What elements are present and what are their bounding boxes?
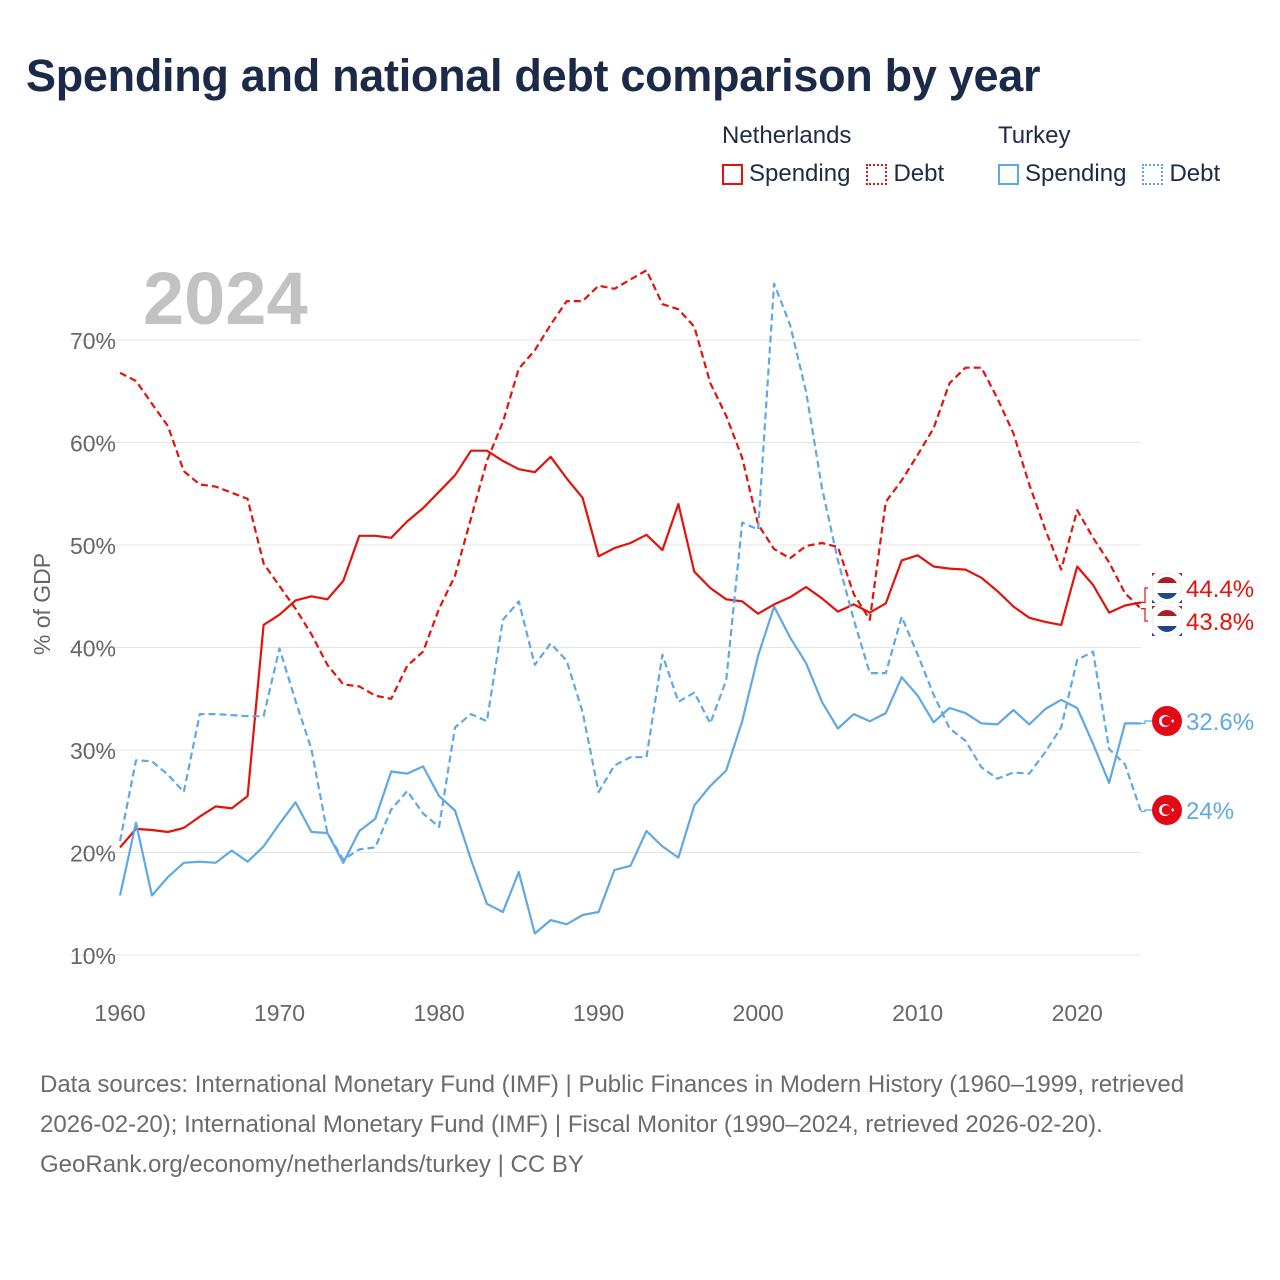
y-axis-label: % of GDP [29,553,55,655]
legend-netherlands: Netherlands Spending Debt [722,122,960,188]
end-value-label: 44.4% [1186,576,1254,603]
series-line-turkey-spending [118,605,1141,935]
end-value-label: 32.6% [1186,709,1254,736]
data-sources: Data sources: International Monetary Fun… [40,1071,1185,1138]
netherlands-flag-icon [1152,573,1182,583]
legend-tr-debt[interactable]: Debt [1142,160,1220,188]
footer: Data sources: International Monetary Fun… [40,1065,1240,1185]
x-tick-label: 2020 [1052,1000,1103,1026]
chart-title: Spending and national debt comparison by… [26,50,1041,101]
legend-nl-spending[interactable]: Spending [722,160,850,188]
solid-line-swatch-icon [722,163,743,185]
legend-tr-spending[interactable]: Spending [998,160,1126,188]
turkey-flag-icon [1161,805,1172,815]
y-tick-label: 70% [70,328,116,354]
legend-label: Spending [1025,160,1127,187]
series-line-turkey-debt [118,282,1143,861]
turkey-flag-icon [1171,808,1174,812]
end-label-connector [1141,720,1153,725]
legend-country-netherlands: Netherlands [722,122,852,149]
x-tick-label: 2000 [733,1000,784,1026]
legend-label: Spending [749,160,851,187]
turkey-flag-icon [1171,719,1174,723]
x-tick-label: 1990 [573,1000,624,1026]
year-watermark: 2024 [143,257,308,340]
x-tick-label: 1980 [413,1000,464,1026]
netherlands-flag-icon [1152,583,1182,593]
legend-label: Debt [893,160,945,187]
netherlands-flag-icon [1152,606,1182,636]
y-tick-label: 50% [70,533,116,559]
x-tick-label: 2010 [892,1000,943,1026]
legend-country-turkey: Turkey [998,122,1071,149]
end-value-label: 24% [1186,798,1234,825]
series-line-netherlands-spending [119,449,1142,849]
end-value-label: 43.8% [1186,609,1254,636]
x-tick-label: 1960 [94,1000,145,1026]
netherlands-flag-icon [1148,602,1186,640]
netherlands-flag-icon [1152,626,1182,636]
y-tick-label: 20% [70,841,116,867]
legend-nl-debt[interactable]: Debt [866,160,944,188]
dotted-line-swatch-icon [866,163,888,185]
solid-line-swatch-icon [998,163,1019,185]
end-label-connector [1141,809,1153,813]
dotted-line-swatch-icon [1142,163,1164,185]
credit-link[interactable]: GeoRank.org/economy/netherlands/turkey |… [40,1151,584,1178]
y-tick-label: 60% [70,431,116,457]
line-chart: 10% 20% 30% 40% 50% 60% 70% 1960 1970 1980 1990 200… [29,257,1254,1026]
y-tick-label: 10% [70,943,116,969]
legend-turkey: Turkey Spending Debt [998,122,1236,188]
turkey-flag-icon [1161,716,1172,726]
y-tick-label: 30% [70,738,116,764]
netherlands-flag-icon [1152,593,1182,603]
x-tick-label: 1970 [254,1000,305,1026]
netherlands-flag-icon [1152,606,1182,616]
legend-label: Debt [1169,160,1221,187]
y-tick-label: 40% [70,636,116,662]
netherlands-flag-icon [1152,616,1182,626]
